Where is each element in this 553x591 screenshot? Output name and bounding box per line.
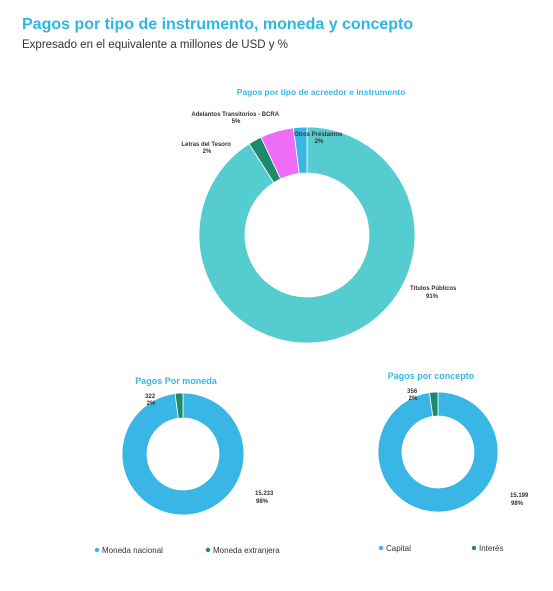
slice-label-moneda-extranjera-pct: 2%	[147, 401, 156, 407]
legend-label-interes: Interés	[479, 544, 503, 553]
slice-label-letras: Letras del Tesoro 2%	[181, 142, 232, 155]
slice-label-adelantos: Adelantos Transitorios - BCRA 5%	[191, 112, 280, 125]
chart-moneda-title: Pagos Por moneda	[135, 376, 218, 386]
slice-label-capital: 15.199 98%	[510, 493, 530, 507]
slice-label-moneda-nacional-value: 15.233	[255, 491, 274, 497]
slice-label-letras-pct: 2%	[203, 149, 212, 155]
slice-label-titulos-pct: 91%	[426, 294, 439, 300]
page-subtitle: Expresado en el equivalente a millones d…	[22, 39, 288, 51]
legend-label-moneda-extranjera: Moneda extranjera	[213, 546, 280, 555]
legend-marker-interes	[471, 545, 477, 551]
chart-concepto-title: Pagos por concepto	[388, 371, 475, 381]
slice-moneda-0	[121, 392, 245, 516]
slice-label-letras-name: Letras del Tesoro	[181, 142, 231, 148]
slice-label-interes-value: 356	[407, 389, 418, 395]
chart-concepto: Pagos por concepto 356 2% 15.199 98% Cap…	[377, 371, 530, 553]
page-title: Pagos por tipo de instrumento, moneda y …	[22, 16, 414, 33]
chart-instrument-title: Pagos por tipo de acreedor e instrumento	[237, 87, 406, 97]
slice-label-capital-value: 15.199	[510, 493, 529, 499]
legend-moneda: Moneda nacional Moneda extranjera	[94, 546, 280, 555]
slice-label-otros-prestamos: Otros Préstamos 2%	[294, 132, 344, 145]
slice-label-moneda-nacional: 15.233 98%	[255, 491, 275, 505]
slice-label-interes: 356 2%	[407, 389, 419, 402]
legend-label-moneda-nacional: Moneda nacional	[102, 546, 163, 555]
slice-concepto-1	[428, 391, 439, 417]
chart-instrument: Pagos por tipo de acreedor e instrumento…	[181, 87, 458, 344]
slice-concepto-0	[377, 391, 499, 513]
slice-label-otros-prestamos-name: Otros Préstamos	[294, 132, 343, 138]
slice-label-titulos: Títulos Públicos 91%	[410, 286, 458, 300]
chart-concepto-slices	[377, 391, 499, 513]
legend-marker-moneda-extranjera	[205, 547, 211, 553]
slice-label-otros-prestamos-pct: 2%	[315, 139, 324, 145]
slice-label-interes-pct: 2%	[409, 396, 418, 402]
slice-instrument-0	[198, 126, 416, 344]
slice-label-moneda-extranjera-value: 322	[145, 394, 156, 400]
slice-moneda-1	[174, 392, 184, 419]
slice-label-capital-pct: 98%	[511, 501, 524, 507]
slice-instrument-1	[293, 126, 308, 174]
legend-marker-moneda-nacional	[94, 547, 100, 553]
slice-label-titulos-name: Títulos Públicos	[410, 286, 457, 292]
chart-moneda-slices	[121, 392, 245, 516]
chart-moneda: Pagos Por moneda 322 2% 15.233 98% Moned…	[94, 376, 280, 555]
legend-label-capital: Capital	[386, 544, 411, 553]
slice-label-moneda-extranjera: 322 2%	[145, 394, 157, 407]
slice-label-adelantos-pct: 5%	[232, 119, 241, 125]
legend-concepto: Capital Interés	[378, 544, 503, 553]
legend-marker-capital	[378, 545, 384, 551]
slice-label-moneda-nacional-pct: 98%	[256, 499, 269, 505]
slice-label-adelantos-name: Adelantos Transitorios - BCRA	[191, 112, 279, 118]
chart-instrument-slices	[198, 126, 416, 344]
